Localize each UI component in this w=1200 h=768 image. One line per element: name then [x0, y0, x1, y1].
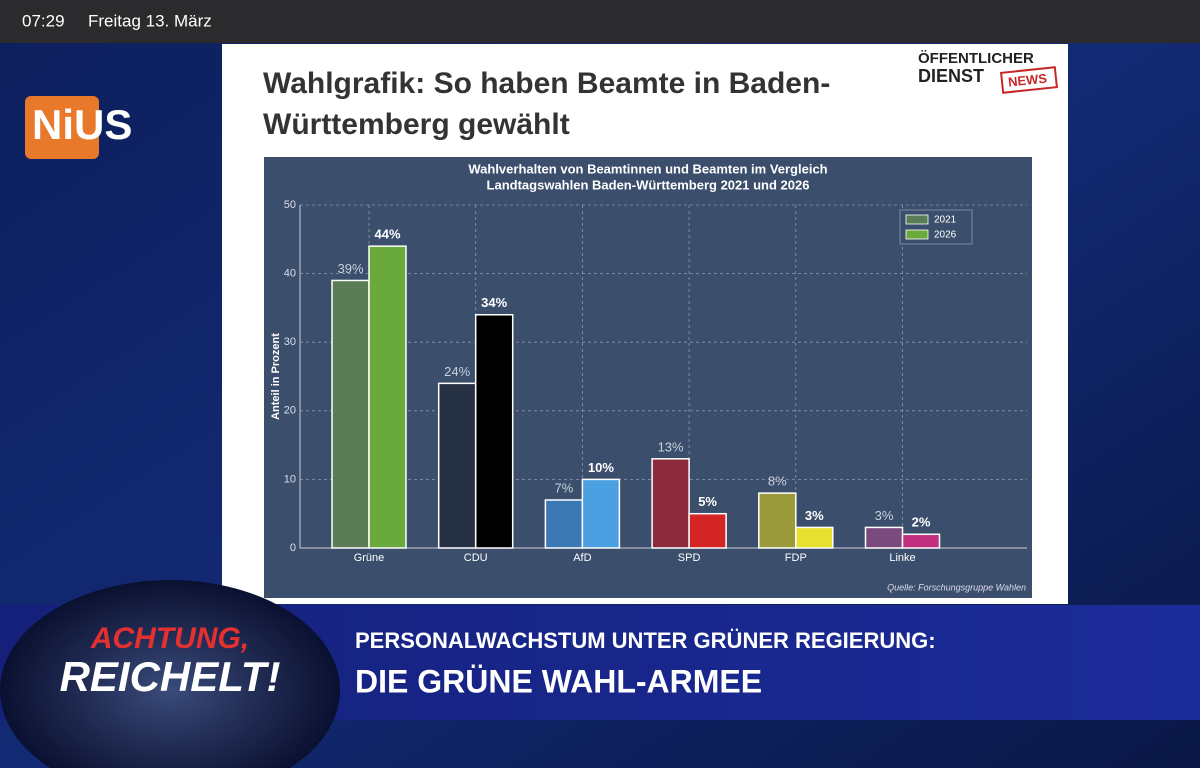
legend-label: 2021	[934, 215, 957, 226]
value-label: 5%	[698, 494, 717, 509]
channel-logo: NiUS	[32, 101, 132, 148]
y-tick-label: 10	[284, 473, 296, 485]
bar	[864, 526, 904, 549]
status-date: Freitag 13. März	[88, 11, 212, 30]
brand-badge-box	[1000, 66, 1058, 94]
y-tick-label: 20	[284, 405, 296, 417]
legend-swatch	[905, 214, 929, 225]
show-name: ACHTUNG,	[90, 622, 249, 655]
headline-kicker: PERSONALWACHSTUM UNTER GRÜNER REGIERUNG:	[355, 628, 936, 653]
chart-title: Landtagswahlen Baden-Württemberg 2021 un…	[487, 177, 810, 192]
slide-title: Württemberg gewählt	[263, 108, 570, 141]
value-label: 34%	[481, 295, 507, 310]
show-name: REICHELT!	[60, 653, 281, 700]
value-label: 13%	[658, 439, 684, 454]
x-tick-label: FDP	[785, 552, 807, 564]
slide-title: Wahlgrafik: So haben Beamte in Baden-	[263, 67, 830, 100]
y-tick-label: 30	[284, 336, 296, 348]
headline: DIE GRÜNE WAHL-ARMEE	[355, 663, 762, 699]
status-bar	[0, 0, 1200, 43]
value-label: 7%	[555, 480, 574, 495]
show-logo-bg	[0, 580, 340, 768]
chart-title: Wahlverhalten von Beamtinnen und Beamten…	[468, 161, 827, 176]
bar	[758, 492, 797, 549]
value-label: 8%	[768, 474, 787, 489]
x-tick-label: CDU	[464, 552, 488, 564]
bar	[651, 458, 690, 549]
bar	[544, 499, 584, 549]
bar	[581, 478, 621, 549]
brand: DIENST	[918, 66, 984, 86]
bar	[795, 526, 834, 549]
value-label: 3%	[875, 508, 894, 523]
value-label: 10%	[588, 460, 614, 475]
bar	[331, 279, 370, 549]
y-tick-label: 0	[290, 542, 296, 554]
value-label: 24%	[444, 364, 470, 379]
x-tick-label: Linke	[889, 552, 915, 564]
source: Quelle: Forschungsgruppe Wahlen	[887, 582, 1026, 592]
x-tick-label: SPD	[678, 552, 701, 564]
legend-swatch	[905, 229, 929, 240]
y-tick-label: 40	[284, 268, 296, 280]
y-tick-label: 50	[284, 199, 296, 211]
y-axis-label: Anteil in Prozent	[270, 333, 282, 420]
x-tick-label: AfD	[573, 552, 591, 564]
x-tick-label: Grüne	[354, 552, 385, 564]
legend-label: 2026	[934, 230, 957, 241]
bar	[437, 382, 477, 549]
value-label: 39%	[337, 261, 363, 276]
logo-badge	[25, 96, 99, 159]
bar	[901, 533, 941, 549]
bar	[368, 245, 407, 549]
value-label: 2%	[912, 515, 931, 530]
status-time: 07:29	[22, 11, 65, 30]
bar	[688, 512, 727, 549]
value-label: 44%	[374, 227, 400, 242]
bar	[474, 314, 514, 549]
brand-badge: NEWS	[1007, 71, 1048, 90]
brand: ÖFFENTLICHER	[918, 50, 1034, 67]
value-label: 3%	[805, 508, 824, 523]
chart: Wahlverhalten von Beamtinnen und Beamten…	[264, 157, 1032, 598]
